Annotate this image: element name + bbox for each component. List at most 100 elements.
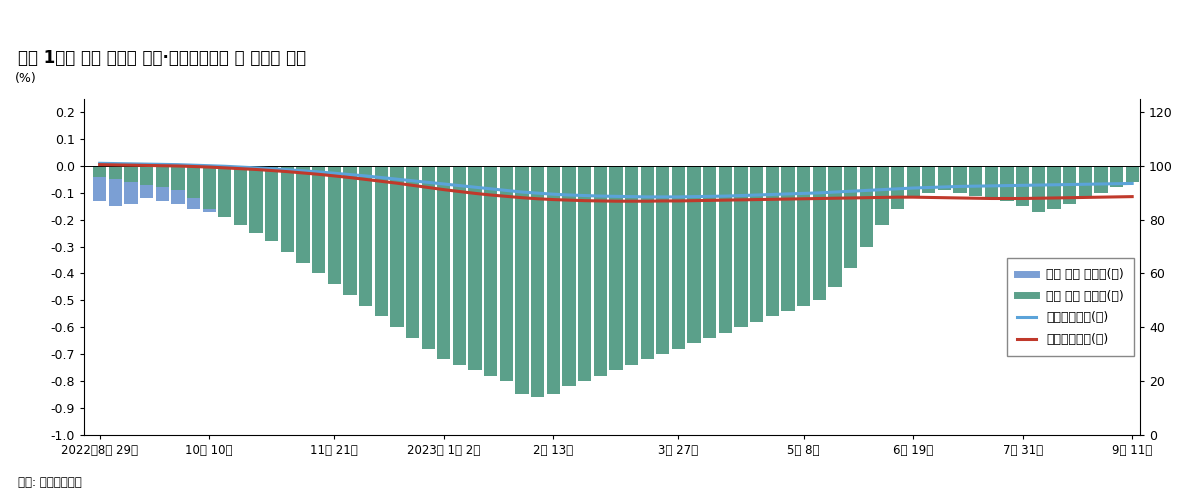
Bar [547, 166, 560, 322]
Bar [1063, 166, 1076, 204]
Bar [922, 166, 936, 174]
Bar [1126, 166, 1139, 177]
Bar [328, 166, 341, 268]
Bar [92, 166, 107, 177]
Bar [906, 166, 920, 177]
Bar [625, 166, 638, 365]
Bar [859, 166, 872, 193]
Bar [1001, 166, 1014, 185]
Bar [203, 166, 216, 211]
Bar [1048, 166, 1061, 188]
Bar [328, 166, 341, 284]
Bar [515, 166, 529, 394]
Bar [563, 166, 576, 314]
Bar [703, 166, 716, 338]
Bar [172, 166, 185, 204]
Bar [265, 166, 278, 241]
Bar [719, 166, 732, 257]
Bar [703, 166, 716, 263]
Bar [890, 166, 904, 209]
Bar [532, 166, 545, 397]
Bar [140, 166, 154, 198]
Bar [1079, 166, 1092, 182]
Bar [828, 166, 841, 287]
Bar [985, 166, 998, 182]
Bar [781, 166, 794, 311]
Bar [1110, 166, 1123, 188]
Text: 자료: 한국부동산원: 자료: 한국부동산원 [18, 476, 82, 489]
Bar [125, 166, 138, 182]
Bar [1126, 166, 1139, 182]
Bar [1048, 166, 1061, 209]
Bar [688, 166, 701, 268]
Bar [234, 166, 247, 225]
Bar [234, 166, 247, 217]
Bar [1032, 166, 1045, 211]
Bar [109, 166, 122, 179]
Bar [250, 166, 263, 233]
Bar [359, 166, 372, 306]
Bar [734, 166, 748, 327]
Bar [187, 166, 200, 198]
Bar [797, 166, 810, 231]
Bar [532, 166, 545, 327]
Bar [312, 166, 325, 274]
Bar [515, 166, 529, 338]
Bar [610, 166, 623, 370]
Bar [937, 166, 952, 174]
Bar [954, 166, 967, 177]
Bar [719, 166, 732, 332]
Bar [125, 166, 138, 204]
Bar [359, 166, 372, 279]
Bar [750, 166, 763, 322]
Bar [1110, 166, 1123, 177]
Bar [203, 166, 216, 209]
Bar [1094, 166, 1108, 179]
Bar [140, 166, 154, 185]
Bar [218, 166, 232, 217]
Bar [563, 166, 576, 386]
Bar [672, 166, 685, 349]
Bar [499, 166, 514, 381]
Bar [218, 166, 232, 214]
Bar [343, 166, 356, 295]
Bar [610, 166, 623, 295]
Bar [1063, 166, 1076, 185]
Bar [374, 166, 388, 287]
Bar [594, 166, 607, 375]
Bar [281, 166, 294, 252]
Bar [734, 166, 748, 252]
Bar [187, 166, 200, 209]
Bar [1016, 166, 1030, 188]
Bar [156, 166, 169, 188]
Bar [484, 166, 498, 327]
Bar [859, 166, 872, 247]
Bar [312, 166, 325, 257]
Bar [672, 166, 685, 274]
Bar [109, 166, 122, 206]
Bar [578, 166, 592, 381]
Bar [1032, 166, 1045, 190]
Bar [906, 166, 920, 198]
Bar [343, 166, 356, 274]
Bar [656, 166, 670, 354]
Bar [781, 166, 794, 236]
Bar [250, 166, 263, 225]
Bar [1094, 166, 1108, 193]
Bar [844, 166, 857, 204]
Bar [452, 166, 466, 365]
Bar [844, 166, 857, 268]
Bar [437, 166, 450, 360]
Bar [594, 166, 607, 300]
Bar [656, 166, 670, 279]
Bar [172, 166, 185, 190]
Bar [406, 166, 419, 338]
Bar [468, 166, 481, 322]
Bar [688, 166, 701, 343]
Bar [1016, 166, 1030, 206]
Bar [812, 166, 826, 300]
Bar [468, 166, 481, 370]
Bar [937, 166, 952, 190]
Bar [1001, 166, 1014, 201]
Bar [374, 166, 388, 317]
